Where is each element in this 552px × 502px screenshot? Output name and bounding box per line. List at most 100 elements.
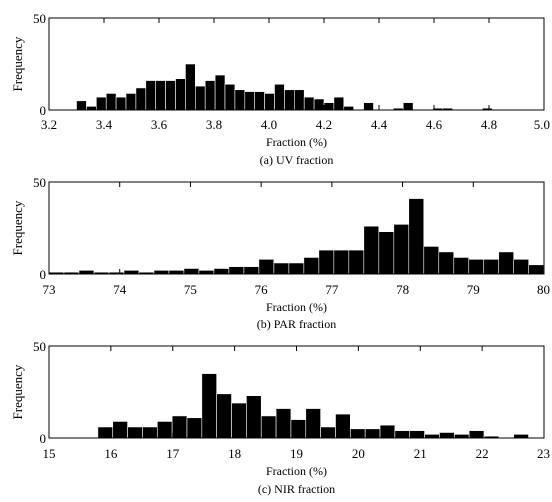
axes-frame xyxy=(48,181,545,275)
histogram-bar xyxy=(468,258,485,275)
chart-caption: (b) PAR fraction xyxy=(257,317,337,331)
histogram-bar xyxy=(228,266,245,275)
histogram-bar xyxy=(78,270,95,275)
histogram-bar xyxy=(76,100,87,111)
x-tick-label: 3.2 xyxy=(41,117,57,132)
histogram-bar xyxy=(293,89,305,111)
histogram-bar xyxy=(127,426,143,439)
x-tick-label: 4.8 xyxy=(481,117,497,132)
histogram-bar xyxy=(198,270,215,275)
x-tick-label: 3.4 xyxy=(96,117,113,132)
x-tick-label: 79 xyxy=(467,282,480,297)
histogram-bar xyxy=(273,262,290,275)
x-tick-label: 18 xyxy=(228,446,241,461)
x-tick-label: 20 xyxy=(352,446,365,461)
histogram-bar xyxy=(313,98,325,111)
histogram-bar xyxy=(244,91,256,111)
histogram-bar xyxy=(153,270,170,275)
chart-panel-1: 3.2 3.4 3.6 3.8 4.0 4.2 4.4 4.6 4.8 5.0 0 50 Frequen… xyxy=(10,11,550,167)
x-tick-label: 4.4 xyxy=(371,117,388,132)
x-tick-label: 4.2 xyxy=(316,117,332,132)
x-tick-label: 74 xyxy=(113,282,127,297)
histogram-bar xyxy=(168,270,185,275)
x-tick-label: 16 xyxy=(104,446,118,461)
histogram-bar xyxy=(186,417,203,439)
x-tick-label: 19 xyxy=(290,446,303,461)
histogram-bar xyxy=(231,402,247,439)
x-tick-label: 17 xyxy=(166,446,180,461)
histogram-bar xyxy=(513,258,530,275)
chart-caption: (c) NIR fraction xyxy=(258,482,335,496)
histogram-bar xyxy=(125,93,137,111)
histogram-bar xyxy=(156,421,173,439)
histogram-bar xyxy=(290,419,307,439)
x-tick-label: 4.6 xyxy=(426,117,443,132)
histogram-bar xyxy=(96,96,107,111)
x-tick-label: 4.0 xyxy=(261,117,277,132)
x-axis-label: Fraction (%) xyxy=(266,300,327,314)
histogram-bar xyxy=(379,424,396,439)
histogram-bar xyxy=(201,373,217,439)
histogram-bar xyxy=(195,85,206,111)
histogram-bar xyxy=(393,224,410,275)
chart-panel-2: 73 74 75 76 77 78 79 80 0 50 Frequency Fraction (%)… xyxy=(10,175,550,331)
histogram-bar xyxy=(423,246,440,275)
histogram-bar xyxy=(343,106,354,111)
histogram-bar xyxy=(363,225,380,275)
x-axis-label: Fraction (%) xyxy=(266,464,327,478)
chart-caption: (a) UV fraction xyxy=(260,153,334,167)
histogram-bar xyxy=(363,102,374,111)
y-tick-label: 50 xyxy=(33,339,46,354)
histogram-bar xyxy=(335,413,351,439)
x-tick-label: 22 xyxy=(476,446,489,461)
x-tick-label: 5.0 xyxy=(534,117,550,132)
histogram-bar xyxy=(246,395,262,439)
histogram-bar xyxy=(183,268,200,275)
histogram-bar xyxy=(439,432,455,439)
histogram-bar xyxy=(216,393,232,439)
histogram-bar xyxy=(275,408,292,439)
histogram-bar xyxy=(350,428,366,439)
histogram-bar xyxy=(348,249,365,275)
y-tick-label: 0 xyxy=(40,431,47,446)
axes-frame xyxy=(48,17,545,111)
histogram-bar xyxy=(483,258,500,275)
x-tick-label: 3.8 xyxy=(206,117,222,132)
x-tick-label: 76 xyxy=(255,282,269,297)
histogram-bar xyxy=(303,257,320,275)
histogram-bar xyxy=(409,430,425,439)
histogram-bar xyxy=(171,415,188,439)
histogram-bar xyxy=(142,426,158,439)
histogram-bar xyxy=(260,415,277,439)
x-tick-label: 77 xyxy=(325,282,339,297)
x-tick-label: 73 xyxy=(43,282,56,297)
histogram-bar xyxy=(224,83,236,111)
y-axis-label: Frequency xyxy=(10,36,25,91)
histogram-bar xyxy=(243,266,260,275)
x-tick-label: 3.6 xyxy=(151,117,168,132)
histogram-bar xyxy=(424,434,440,439)
histogram-bar xyxy=(303,96,315,111)
histogram-bar xyxy=(513,434,529,439)
histogram-bar xyxy=(165,80,176,111)
histogram-bar xyxy=(320,426,336,439)
histogram-bar xyxy=(528,264,545,275)
histogram-bar xyxy=(254,91,265,111)
histogram-bar xyxy=(498,251,515,275)
histogram-bar xyxy=(288,262,305,275)
histogram-bar xyxy=(333,249,350,275)
chart-panel-3: 15 16 17 18 19 20 21 22 23 0 50 Frequency Fraction (… xyxy=(10,339,550,496)
histogram-bar xyxy=(378,231,395,275)
x-tick-label: 21 xyxy=(414,446,427,461)
histogram-bar xyxy=(284,89,295,111)
histogram-bar xyxy=(438,251,455,275)
x-axis-label: Fraction (%) xyxy=(266,135,327,149)
histogram-bar xyxy=(364,428,381,439)
histogram-bar xyxy=(323,102,335,111)
histogram-bar xyxy=(175,78,186,111)
y-tick-label: 0 xyxy=(40,103,47,118)
y-axis-label: Frequency xyxy=(10,364,25,419)
histogram-bar xyxy=(234,89,246,111)
histogram-bar xyxy=(453,434,470,439)
